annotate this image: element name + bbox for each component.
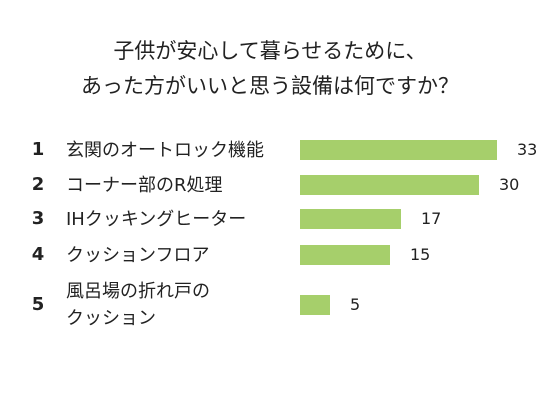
value-label: 15 — [410, 245, 431, 264]
bar — [300, 209, 401, 229]
category-label-line: IHクッキングヒーター — [66, 208, 247, 230]
rank-number: 1 — [31, 139, 45, 160]
chart-title-line-2: あった方がいいと思う設備は何ですか？ — [81, 74, 459, 98]
bar — [300, 295, 330, 315]
category-label: クッションフロア — [66, 242, 209, 269]
chart-title-line-1: 子供が安心して暮らせるために、 — [113, 39, 427, 63]
category-label: 風呂場の折れ戸の クッション — [66, 278, 210, 332]
rank-number: 5 — [31, 294, 45, 315]
bar — [300, 140, 497, 160]
category-label: コーナー部のR処理 — [66, 172, 223, 199]
rank-number: 4 — [31, 244, 45, 265]
bar — [300, 175, 479, 195]
bar — [300, 245, 390, 265]
rank-number: 3 — [31, 208, 45, 229]
value-label: 5 — [350, 295, 361, 314]
category-label-line: 風呂場の折れ戸の — [66, 281, 210, 302]
rank-number: 2 — [31, 174, 45, 195]
chart-title: 子供が安心して暮らせるために、 あった方がいいと思う設備は何ですか？ — [0, 34, 540, 104]
category-label-line: コーナー部のR処理 — [66, 174, 223, 196]
category-label-line: 玄関のオートロック機能 — [66, 139, 264, 161]
value-label: 33 — [517, 140, 538, 159]
value-label: 17 — [421, 209, 442, 228]
category-label: 玄関のオートロック機能 — [66, 137, 264, 164]
category-label-line: クッション — [66, 308, 156, 329]
category-label: IHクッキングヒーター — [66, 206, 246, 233]
category-label-line: クッションフロア — [66, 244, 210, 266]
value-label: 30 — [499, 175, 520, 194]
